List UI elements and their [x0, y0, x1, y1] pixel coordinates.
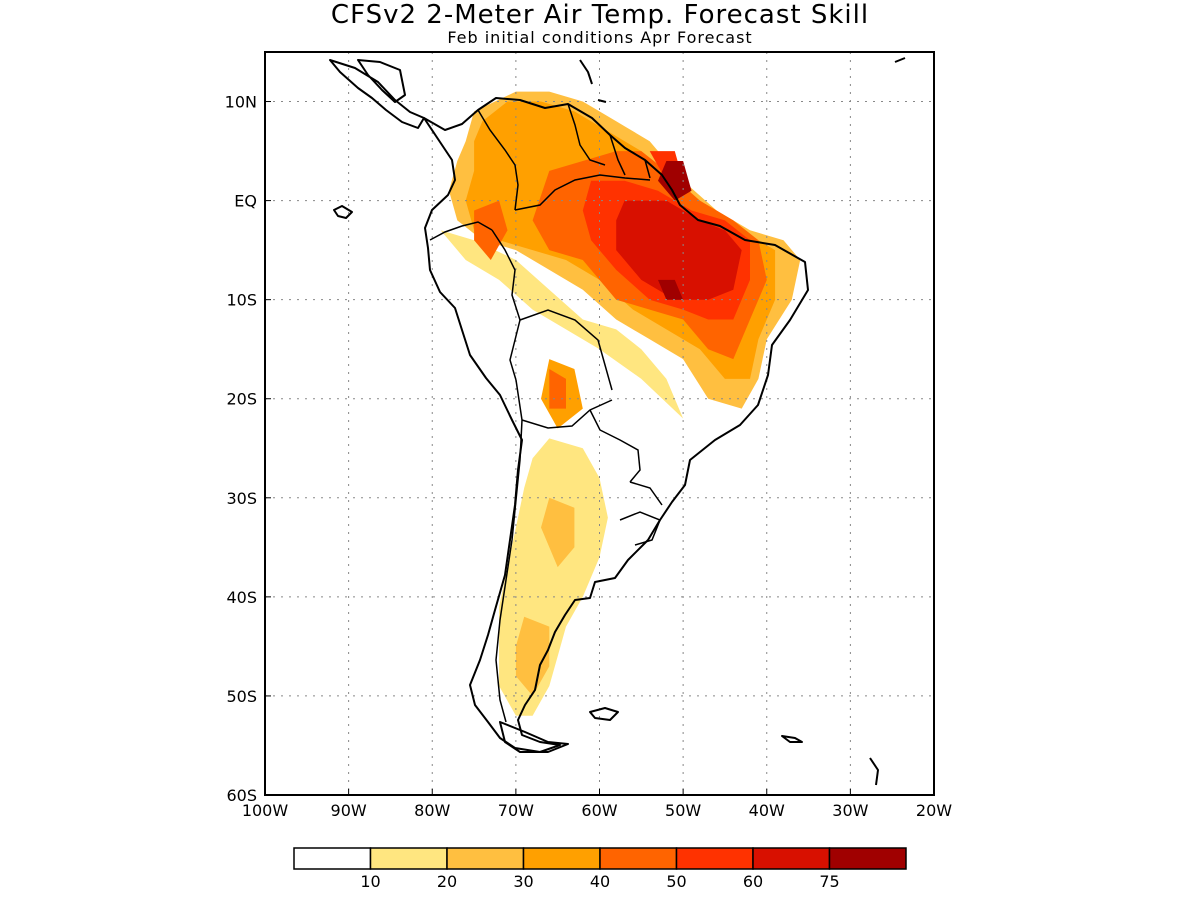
south-georgia — [781, 735, 803, 743]
colorbar: 10 20 30 40 50 60 75 — [293, 847, 907, 891]
tierra-del-fuego-coastline — [499, 721, 569, 753]
central-america-coastline — [329, 59, 425, 129]
lat-tick-label: EQ — [234, 192, 257, 211]
colorbar-box — [599, 847, 678, 870]
lat-tick-label: 10N — [225, 93, 257, 112]
border-venezuela-guyana — [567, 103, 606, 166]
border-peru-brazil — [491, 229, 521, 321]
colorbar-box — [369, 847, 448, 870]
lon-tick-label: 80W — [414, 801, 450, 820]
lon-tick-label: 90W — [331, 801, 367, 820]
map-subtitle: Feb initial conditions Apr Forecast — [447, 28, 753, 47]
colorbar-box — [446, 847, 525, 870]
lon-tick-label: 60W — [581, 801, 617, 820]
lon-tick-label: 20W — [916, 801, 952, 820]
border-paraguay — [589, 409, 641, 483]
skill-region-level-2 — [515, 616, 550, 696]
border-ecuador-peru — [429, 221, 493, 241]
latitude-labels: 10N EQ 10S 20S 30S 40S 50S 60S — [225, 93, 257, 805]
colorbar-box — [828, 847, 907, 870]
border-chile-argentina — [495, 379, 523, 723]
colorbar-label: 40 — [590, 872, 610, 891]
border-guianas — [609, 134, 651, 179]
colorbar-label: 20 — [437, 872, 457, 891]
colorbar-box — [522, 847, 601, 870]
south-america-coastline — [423, 97, 809, 753]
colorbar-boxes — [293, 847, 907, 870]
lat-tick-label: 50S — [226, 687, 257, 706]
lon-tick-label: 70W — [498, 801, 534, 820]
skill-region-level-7 — [658, 161, 692, 201]
colorbar-labels: 10 20 30 40 50 60 75 — [360, 872, 839, 891]
skill-region-level-4 — [474, 200, 508, 260]
border-bolivia-argentina — [521, 399, 613, 429]
colorbar-box — [675, 847, 754, 870]
galapagos-islands — [333, 205, 353, 219]
lat-tick-label: 10S — [226, 291, 257, 310]
border-uruguay — [619, 511, 661, 546]
lon-tick-label: 50W — [665, 801, 701, 820]
colorbar-label: 10 — [360, 872, 380, 891]
skill-shading-layer — [440, 91, 801, 716]
country-borders — [429, 103, 663, 723]
colorbar-label: 50 — [666, 872, 686, 891]
lat-tick-label: 60S — [226, 786, 257, 805]
lon-tick-label: 30W — [832, 801, 868, 820]
skill-region-level-7 — [658, 279, 684, 300]
lat-tick-label: 30S — [226, 489, 257, 508]
colorbar-label: 60 — [743, 872, 763, 891]
lat-tick-label: 20S — [226, 390, 257, 409]
lat-tick-label: 40S — [226, 588, 257, 607]
skill-region-level-2 — [541, 497, 575, 568]
skill-region-level-1 — [499, 438, 608, 716]
lon-tick-label: 40W — [749, 801, 785, 820]
map-title: CFSv2 2-Meter Air Temp. Forecast Skill — [330, 0, 870, 30]
colorbar-label: 75 — [819, 872, 839, 891]
skill-region-level-6 — [616, 200, 742, 300]
border-colombia-venezuela — [477, 109, 519, 211]
border-colombia-brazil — [514, 174, 651, 211]
falkland-islands — [589, 707, 619, 721]
skill-region-level-1 — [440, 230, 684, 419]
colorbar-box — [752, 847, 831, 870]
border-argentina-brazil — [629, 481, 663, 506]
lon-tick-label: 100W — [242, 801, 289, 820]
colorbar-label: 30 — [513, 872, 533, 891]
longitude-labels: 100W 90W 80W 70W 60W 50W 40W 30W 20W — [242, 801, 952, 820]
border-bolivia-brazil — [519, 309, 613, 391]
border-bolivia-peru — [509, 319, 521, 381]
colorbar-box — [293, 847, 372, 870]
map-frame — [264, 51, 935, 796]
coastline-layer — [329, 57, 906, 786]
caribbean-islands — [579, 57, 906, 786]
